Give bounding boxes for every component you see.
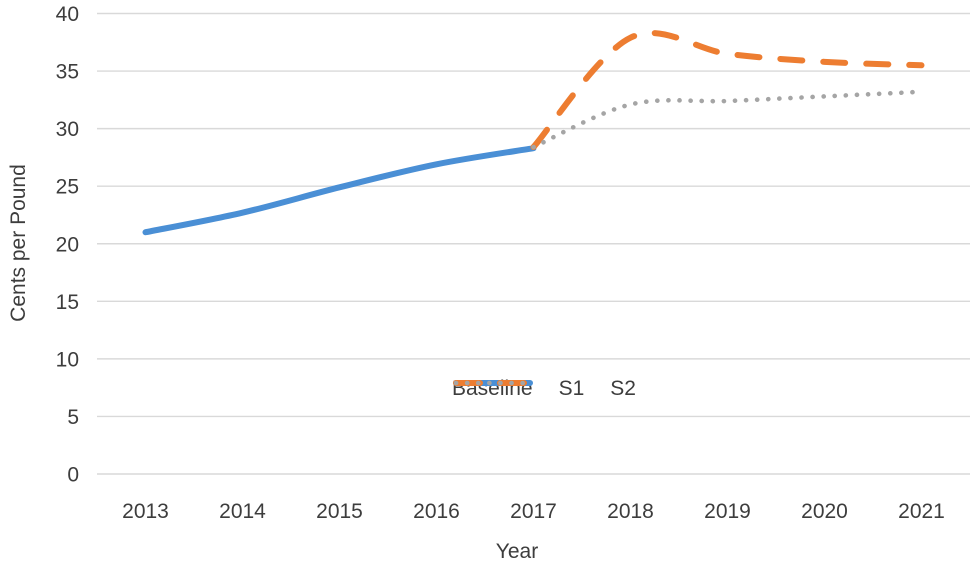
x-tick-label: 2017 — [510, 500, 557, 523]
legend-label: S1 — [558, 377, 585, 400]
y-tick-label: 25 — [56, 176, 79, 199]
y-tick-label: 15 — [56, 291, 79, 314]
x-tick-label: 2019 — [704, 500, 751, 523]
legend-label: S2 — [610, 377, 636, 400]
x-tick-label: 2016 — [413, 500, 460, 523]
legend-item-s1: S1 — [453, 376, 585, 402]
legend: Baseline S1 S2 — [452, 376, 636, 402]
y-tick-label: 20 — [56, 233, 79, 256]
y-tick-label: 40 — [56, 3, 79, 26]
x-tick-label: 2018 — [607, 500, 654, 523]
series-line-s2 — [531, 89, 924, 150]
x-axis-title: Year — [495, 540, 539, 563]
x-tick-label: 2020 — [801, 500, 848, 523]
x-tick-label: 2013 — [122, 500, 169, 523]
x-tick-label: 2021 — [898, 500, 945, 523]
y-tick-label: 35 — [56, 61, 79, 84]
x-tick-label: 2014 — [219, 500, 266, 523]
series-line-s1 — [530, 30, 925, 151]
x-tick-label: 2015 — [316, 500, 363, 523]
y-tick-label: 10 — [56, 348, 79, 371]
y-tick-label: 30 — [56, 118, 79, 141]
legend-swatch-dotted-line-icon — [453, 380, 533, 386]
legend-item-s2: S2 — [453, 376, 636, 402]
y-axis-title: Cents per Pound — [7, 164, 30, 322]
y-tick-label: 5 — [67, 406, 79, 429]
y-tick-label: 0 — [67, 464, 79, 487]
series-line-baseline — [142, 145, 537, 236]
